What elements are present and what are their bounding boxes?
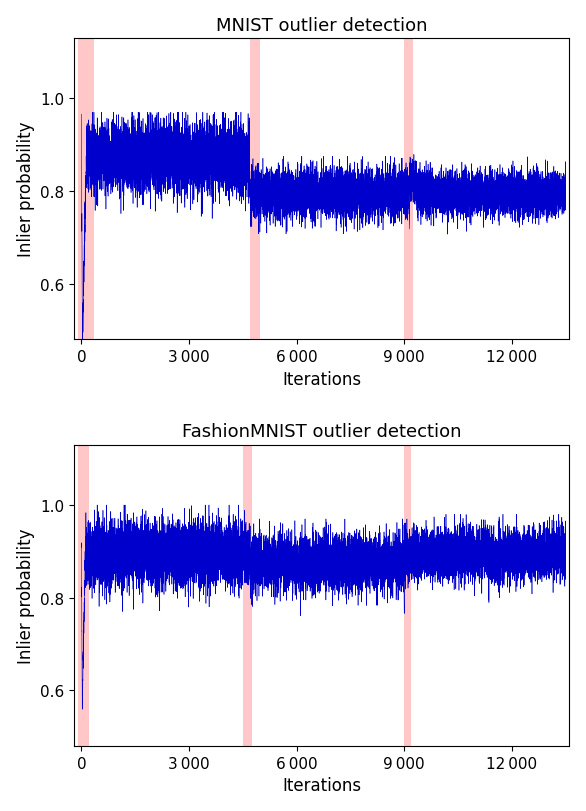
Title: FashionMNIST outlier detection: FashionMNIST outlier detection xyxy=(182,423,462,441)
Bar xyxy=(404,39,413,340)
Y-axis label: Inlier probability: Inlier probability xyxy=(16,528,35,663)
Bar xyxy=(78,445,89,746)
Bar xyxy=(250,39,260,340)
Title: MNIST outlier detection: MNIST outlier detection xyxy=(216,17,428,35)
Bar xyxy=(404,445,411,746)
Bar xyxy=(78,39,94,340)
Bar xyxy=(243,445,252,746)
Y-axis label: Inlier probability: Inlier probability xyxy=(16,122,35,257)
X-axis label: Iterations: Iterations xyxy=(282,776,362,794)
X-axis label: Iterations: Iterations xyxy=(282,370,362,388)
